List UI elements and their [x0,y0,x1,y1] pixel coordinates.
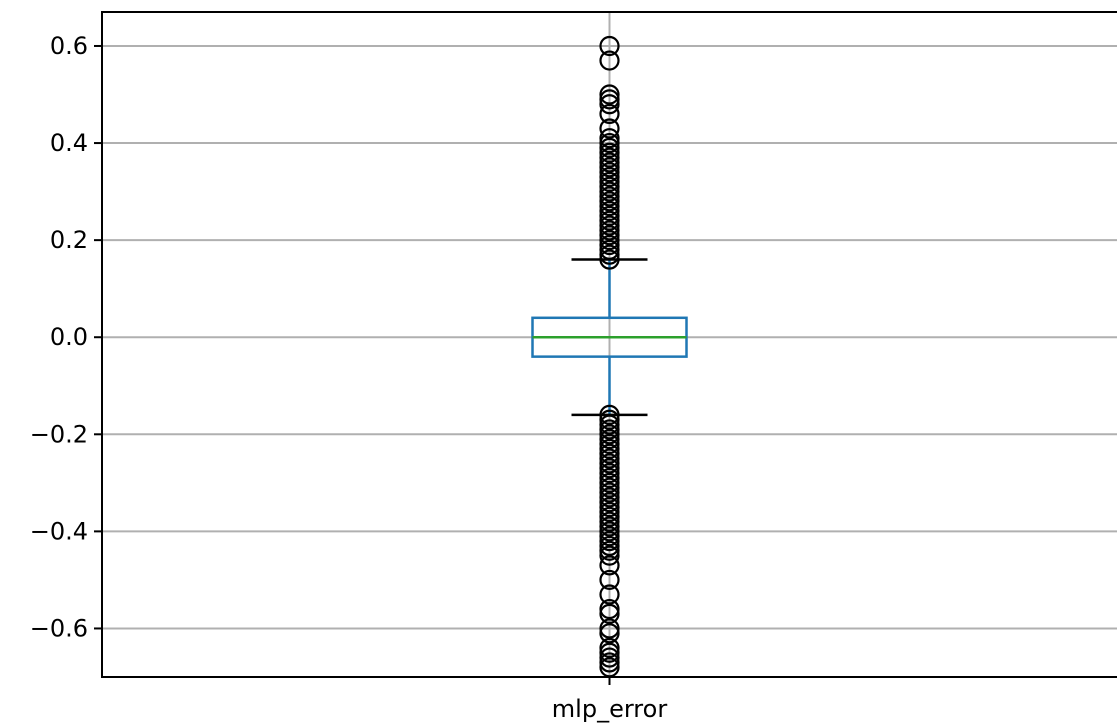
outlier-point [599,652,620,673]
outlier-point [599,244,620,265]
outlier-point [599,414,620,435]
outlier-point [599,225,620,246]
y-tick-label: −0.4 [30,517,88,545]
outlier-point [599,511,620,532]
outlier-point [599,463,620,484]
outlier-point [599,215,620,236]
boxplot [531,258,688,417]
outlier-point [599,535,620,557]
outlier-point [599,94,620,115]
outlier-point [599,157,620,178]
outlier-point [599,249,620,270]
outlier-point [599,239,620,260]
outlier-point [599,443,620,464]
outlier-point [599,540,620,561]
outlier-point [599,521,620,542]
outlier-point [599,467,620,489]
outlier-point [599,424,620,445]
y-tick-label: −0.6 [30,614,88,642]
outlier-point [599,404,620,425]
outlier-point [599,200,620,222]
outlier-point [599,492,620,513]
outlier-point [599,487,620,508]
outlier-point [599,618,620,639]
outlier-point [599,142,620,163]
outlier-point [599,409,620,430]
outlier-point [599,530,620,552]
x-axis: mlp_error [552,677,668,723]
outlier-point [599,118,620,139]
outlier-point [599,603,620,624]
outlier-point [599,210,620,231]
outlier-point [599,205,620,226]
outlier-point [599,433,620,455]
outlier-point [599,497,620,518]
outlier-point [599,477,620,498]
outlier-point [599,545,620,566]
y-tick-label: 0.4 [50,129,88,157]
outliers [599,35,620,678]
y-axis: −0.6 −0.4 −0.2 0.0 0.2 0.4 0.6 [30,32,102,642]
outlier-point [599,181,620,202]
outlier-point [599,103,620,125]
outlier-point [599,147,620,168]
y-tick-label: −0.2 [30,420,88,448]
outlier-point [599,419,620,440]
outlier-point [599,132,620,154]
y-tick-label: 0.0 [50,323,88,351]
outlier-point [599,642,620,663]
y-tick-label: 0.2 [50,226,88,254]
outlier-point [599,501,620,523]
outlier-point [599,128,620,149]
outlier-point [599,230,620,251]
outlier-point [599,458,620,479]
x-tick-label: mlp_error [552,695,668,723]
outlier-point [599,438,620,459]
outlier-point [599,506,620,527]
outlier-point [599,176,620,197]
y-tick-label: 0.6 [50,32,88,60]
outlier-point [599,234,620,256]
outlier-point [599,137,620,159]
outlier-point [599,152,620,173]
outlier-point [599,472,620,493]
outlier-point [599,50,620,71]
outlier-point [599,555,620,576]
outlier-point [599,623,620,644]
outlier-point [599,220,620,241]
outlier-point [599,171,620,192]
outlier-point [599,166,620,188]
outlier-point [599,516,620,537]
outlier-point [599,89,620,110]
outlier-point [599,162,620,183]
grid-lines [102,12,1117,677]
outlier-point [599,584,620,605]
outlier-point [599,448,620,469]
outlier-point [599,598,620,620]
outlier-point [599,35,620,57]
outlier-point [599,186,620,207]
outlier-point [599,84,620,105]
outlier-point [599,569,620,591]
outlier-point [599,637,620,658]
outlier-point [599,196,620,217]
outlier-point [599,429,620,450]
outlier-point [599,453,620,474]
outlier-point [599,482,620,503]
outlier-point [599,647,620,668]
outlier-point [599,526,620,547]
outlier-point [599,191,620,212]
